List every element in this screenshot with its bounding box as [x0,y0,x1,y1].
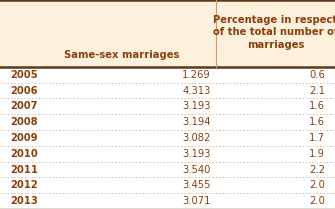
Text: 2008: 2008 [10,117,38,127]
Text: 3.455: 3.455 [183,180,211,190]
Text: Percentage in respect
of the total number of
marriages: Percentage in respect of the total numbe… [213,15,335,50]
Text: 1.7: 1.7 [309,133,325,143]
Text: 2009: 2009 [10,133,38,143]
Text: 2.1: 2.1 [309,85,325,96]
Text: 1.9: 1.9 [309,149,325,159]
Text: 2007: 2007 [10,101,38,111]
Text: 2013: 2013 [10,196,38,206]
Text: 2005: 2005 [10,70,38,80]
Text: 2.0: 2.0 [309,196,325,206]
Text: 1.269: 1.269 [182,70,211,80]
Text: 4.313: 4.313 [183,85,211,96]
Text: 1.6: 1.6 [309,101,325,111]
Text: Same-sex marriages: Same-sex marriages [64,50,179,60]
Text: 3.193: 3.193 [183,101,211,111]
Text: 3.193: 3.193 [183,149,211,159]
Text: 2.2: 2.2 [309,164,325,175]
Text: 2.0: 2.0 [309,180,325,190]
Text: 3.071: 3.071 [183,196,211,206]
Text: 1.6: 1.6 [309,117,325,127]
Text: 2010: 2010 [10,149,38,159]
Text: 2006: 2006 [10,85,38,96]
Text: 2011: 2011 [10,164,38,175]
Bar [0,0,335,67]
Text: 3.082: 3.082 [183,133,211,143]
Text: 3.194: 3.194 [183,117,211,127]
Text: 3.540: 3.540 [183,164,211,175]
Text: 0.6: 0.6 [309,70,325,80]
Text: 2012: 2012 [10,180,38,190]
